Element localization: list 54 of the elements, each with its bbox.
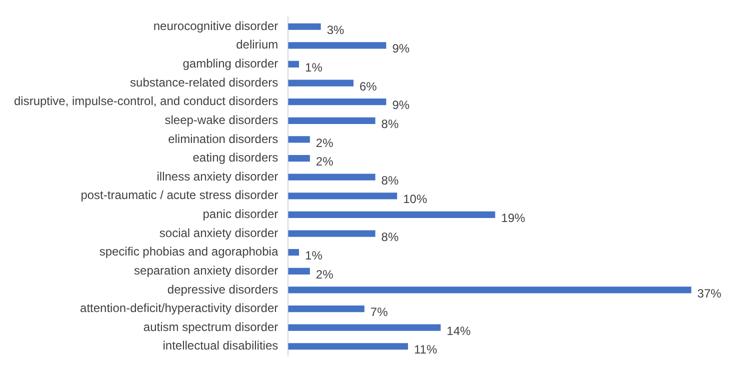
data-label: 8% [381, 173, 399, 188]
data-label: 37% [697, 286, 722, 300]
data-label: 1% [305, 248, 323, 263]
data-label: 9% [392, 98, 410, 112]
bar [288, 60, 300, 68]
bar [288, 80, 354, 86]
data-label: 2% [316, 154, 334, 169]
y-tick-label: autism spectrum disorder [143, 320, 278, 334]
bar [288, 305, 364, 312]
data-label: 9% [392, 42, 410, 56]
bar [288, 230, 376, 237]
bar [288, 268, 310, 274]
y-tick-label: illness anxiety disorder [156, 169, 278, 184]
bar [288, 192, 398, 200]
y-tick-label: social anxiety disorder [159, 226, 278, 240]
y-tick-label: separation anxiety disorder [134, 263, 278, 278]
bar [288, 117, 376, 124]
y-tick-label: panic disorder [202, 207, 278, 222]
data-label: 3% [326, 22, 344, 37]
bar [288, 154, 310, 162]
y-tick-label: substance-related disorders [130, 75, 278, 90]
data-label: 2% [316, 136, 334, 150]
y-tick-label: intellectual disabilities [162, 338, 278, 353]
data-label: 8% [381, 116, 399, 131]
bar [288, 343, 408, 350]
data-label: 6% [360, 79, 378, 94]
y-tick-label: attention-deficit/hyperactivity disorder [80, 301, 278, 316]
y-tick-label: disruptive, impulse-control, and conduct disorders [14, 94, 278, 108]
y-tick-label: eating disorders [192, 150, 278, 165]
bar [288, 286, 692, 294]
y-tick-label: depressive disorders [167, 282, 278, 296]
data-label: 8% [381, 230, 399, 244]
y-tick-label: post-traumatic / acute stress disorder [80, 188, 278, 202]
bar [288, 42, 386, 49]
y-tick-label: elimination disorders [168, 132, 278, 146]
data-label: 19% [501, 211, 526, 226]
data-label: 10% [403, 192, 428, 206]
data-label: 2% [316, 267, 334, 282]
bar [288, 98, 386, 106]
bar [288, 249, 300, 256]
data-label: 7% [370, 305, 388, 320]
bar [288, 136, 310, 143]
y-tick-label: specific phobias and agoraphobia [99, 244, 278, 259]
bar [288, 174, 376, 180]
data-label: 14% [446, 324, 472, 338]
y-tick-label: sleep-wake disorders [164, 112, 278, 127]
data-label: 11% [414, 342, 438, 357]
data-label: 1% [305, 60, 323, 75]
bar [288, 23, 321, 30]
bar [288, 211, 496, 218]
bar [288, 324, 441, 331]
y-tick-label: neurocognitive disorder [153, 18, 278, 33]
y-tick-label: delirium [236, 38, 278, 52]
y-tick-label: gambling disorder [182, 56, 278, 71]
